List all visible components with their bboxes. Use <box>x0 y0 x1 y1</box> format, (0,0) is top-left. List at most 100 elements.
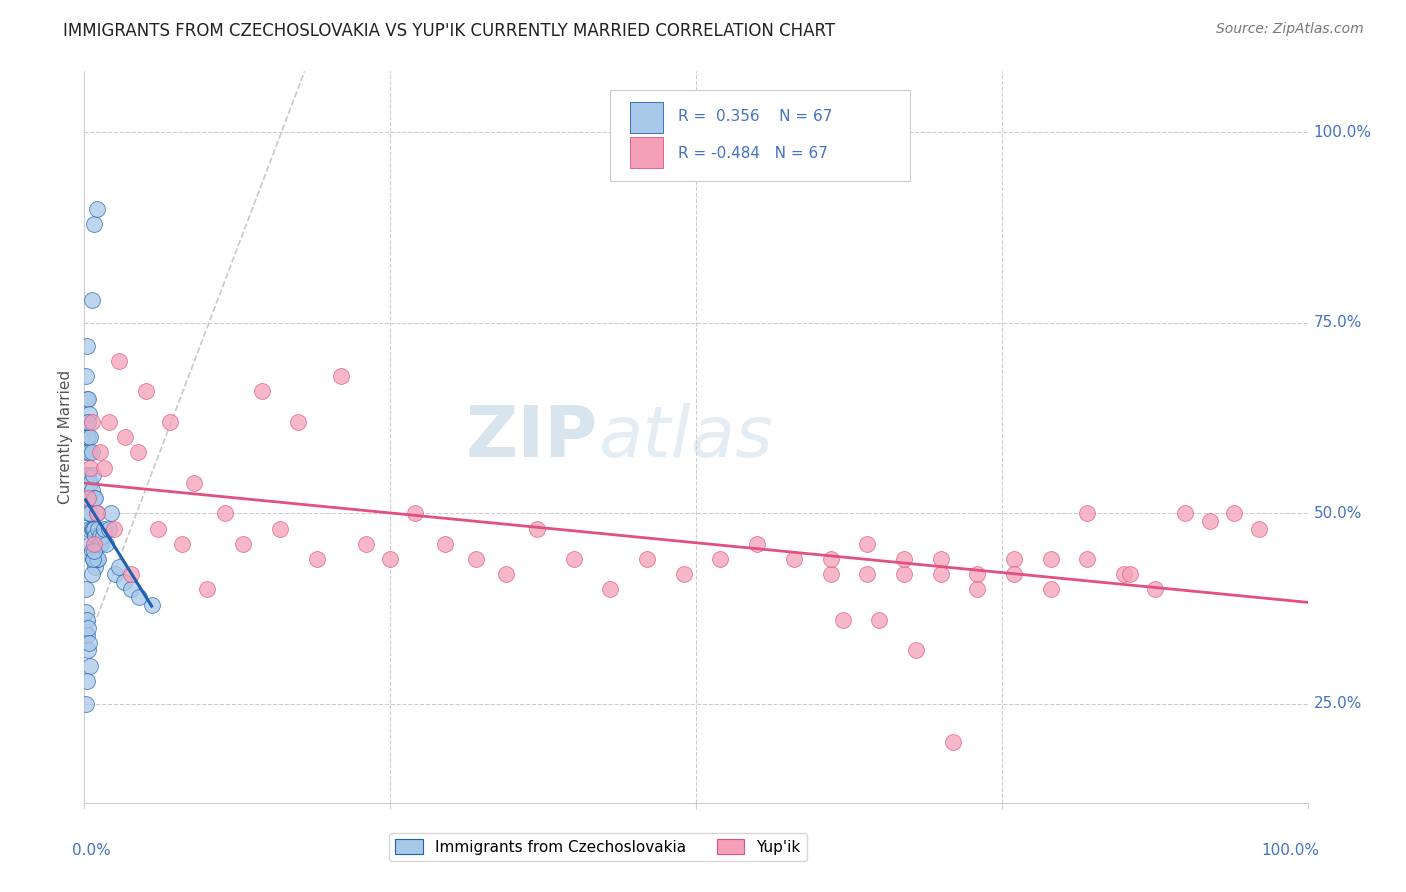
Text: IMMIGRANTS FROM CZECHOSLOVAKIA VS YUP'IK CURRENTLY MARRIED CORRELATION CHART: IMMIGRANTS FROM CZECHOSLOVAKIA VS YUP'IK… <box>63 22 835 40</box>
Text: Source: ZipAtlas.com: Source: ZipAtlas.com <box>1216 22 1364 37</box>
Point <box>905 643 928 657</box>
Point <box>79 506 101 520</box>
Text: 100.0%: 100.0% <box>1261 843 1320 858</box>
Point <box>77 506 100 520</box>
Text: 25.0%: 25.0% <box>1313 697 1362 711</box>
FancyBboxPatch shape <box>630 102 664 133</box>
Point <box>86 506 108 520</box>
Point <box>77 636 100 650</box>
Point <box>91 529 114 543</box>
Point <box>250 384 273 399</box>
Point <box>966 582 988 597</box>
Point <box>76 468 98 483</box>
Point <box>83 521 105 535</box>
Point <box>77 407 100 421</box>
Point <box>1198 514 1220 528</box>
Point <box>107 559 129 574</box>
Point <box>856 567 879 582</box>
Point <box>87 537 110 551</box>
Point <box>87 552 110 566</box>
Point <box>183 475 205 490</box>
Text: R =  0.356    N = 67: R = 0.356 N = 67 <box>678 109 832 124</box>
Point <box>90 537 112 551</box>
Point <box>1114 567 1136 582</box>
Point <box>820 552 842 566</box>
Point <box>831 613 853 627</box>
Point <box>380 552 402 566</box>
Point <box>89 445 111 459</box>
Point <box>893 567 915 582</box>
Point <box>97 415 120 429</box>
Point <box>104 567 127 582</box>
FancyBboxPatch shape <box>630 137 664 168</box>
Point <box>636 552 658 566</box>
Point <box>820 567 842 582</box>
Point <box>672 567 695 582</box>
Point <box>93 460 115 475</box>
Point <box>107 354 129 368</box>
Point <box>127 445 149 459</box>
Point <box>1002 567 1025 582</box>
Point <box>87 521 110 535</box>
Point <box>100 506 122 520</box>
Point <box>82 552 104 566</box>
Point <box>747 537 769 551</box>
Text: ZIP: ZIP <box>465 402 598 472</box>
Point <box>75 605 97 619</box>
Point <box>75 582 97 597</box>
Point <box>84 529 107 543</box>
Point <box>79 460 101 475</box>
Point <box>82 468 104 483</box>
Point <box>86 506 108 520</box>
Point <box>929 552 952 566</box>
Y-axis label: Currently Married: Currently Married <box>58 370 73 504</box>
Point <box>97 521 120 535</box>
Point <box>526 521 548 535</box>
Point <box>893 552 915 566</box>
Point <box>83 544 105 558</box>
Point <box>84 491 107 505</box>
Point <box>86 552 108 566</box>
Point <box>114 430 136 444</box>
Point <box>172 537 194 551</box>
Point <box>84 559 107 574</box>
Point <box>135 384 157 399</box>
FancyBboxPatch shape <box>610 90 910 181</box>
Point <box>1076 506 1098 520</box>
Point <box>76 392 98 406</box>
Point <box>562 552 585 566</box>
Point <box>464 552 486 566</box>
Point <box>966 567 988 582</box>
Point <box>80 293 103 307</box>
Point <box>1039 582 1062 597</box>
Point <box>79 658 101 673</box>
Point <box>75 445 97 459</box>
Point <box>75 697 97 711</box>
Point <box>77 643 100 657</box>
Text: atlas: atlas <box>598 402 773 472</box>
Point <box>77 468 100 483</box>
Point <box>77 491 100 505</box>
Point <box>942 735 965 749</box>
Point <box>128 590 150 604</box>
Point <box>287 415 309 429</box>
Point <box>112 574 135 589</box>
Point <box>146 521 169 535</box>
Text: 100.0%: 100.0% <box>1313 125 1372 140</box>
Point <box>1143 582 1166 597</box>
Point <box>77 445 100 459</box>
Point <box>159 415 181 429</box>
Point <box>75 369 97 384</box>
Point <box>1119 567 1142 582</box>
Point <box>83 537 105 551</box>
Point <box>83 491 105 505</box>
Point <box>82 521 104 535</box>
Point <box>96 537 118 551</box>
Text: 50.0%: 50.0% <box>1313 506 1362 521</box>
Point <box>783 552 806 566</box>
Point <box>76 673 98 688</box>
Point <box>269 521 291 535</box>
Point <box>79 537 101 551</box>
Point <box>89 529 111 543</box>
Point <box>80 445 103 459</box>
